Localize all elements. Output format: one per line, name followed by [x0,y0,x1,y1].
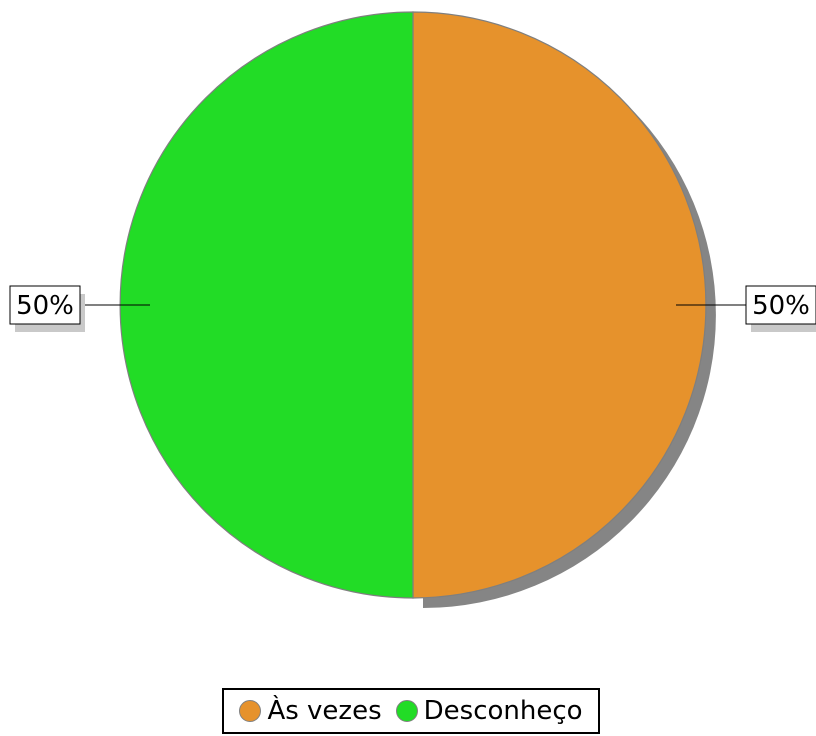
legend: Às vezes Desconheço [222,688,600,734]
label-box-as-vezes [745,285,816,325]
label-box-desconheco [9,285,81,325]
legend-swatch-as-vezes [239,700,262,722]
legend-label-desconheco: Desconheço [423,696,583,726]
data-label-as-vezes: 50% [752,291,810,321]
data-label-desconheco: 50% [16,291,74,321]
pie-chart: 50% 50% [9,11,816,608]
pie-slice-as-vezes[interactable] [412,11,707,599]
legend-item-desconheco[interactable]: Desconheço [395,696,583,726]
legend-item-as-vezes[interactable]: Às vezes [239,696,382,726]
pie-slices [119,11,707,599]
data-labels: 50% 50% [9,285,816,332]
pie-slice-desconheco[interactable] [119,11,414,599]
legend-label-as-vezes: Às vezes [267,696,382,726]
legend-swatch-desconheco [395,700,418,722]
